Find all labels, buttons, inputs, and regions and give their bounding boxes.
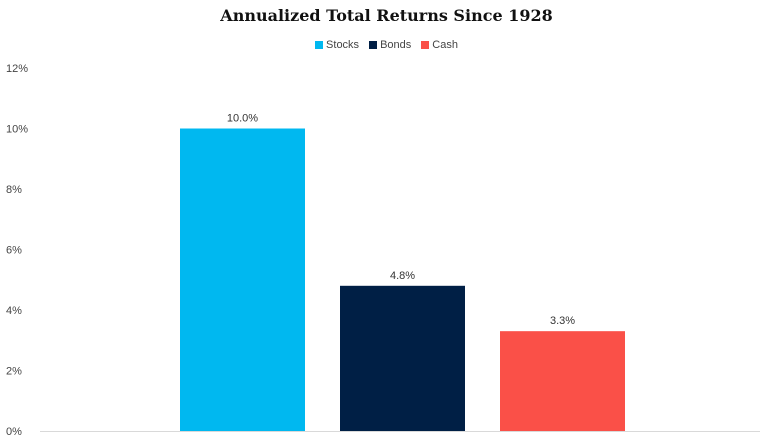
y-tick-label: 12% bbox=[6, 63, 28, 75]
legend-label-bonds: Bonds bbox=[380, 39, 412, 51]
y-tick-label: 4% bbox=[6, 305, 22, 317]
y-axis-tick-labels: 0% 2% 4% 6% 8% 10% 12% bbox=[6, 63, 28, 438]
y-tick-label: 10% bbox=[6, 124, 28, 136]
bar-stocks bbox=[180, 128, 305, 431]
bar-value-labels: 10.0% 4.8% 3.3% bbox=[227, 113, 575, 328]
bar-bonds bbox=[340, 285, 465, 431]
chart-title: Annualized Total Returns Since 1928 bbox=[220, 6, 553, 25]
legend-item-bonds: Bonds bbox=[369, 39, 411, 51]
bar-value-label-cash: 3.3% bbox=[550, 315, 575, 327]
legend-swatch-bonds bbox=[369, 41, 378, 49]
y-tick-label: 2% bbox=[6, 366, 22, 378]
legend-swatch-stocks bbox=[315, 41, 324, 49]
y-tick-label: 8% bbox=[6, 184, 22, 196]
legend-item-cash: Cash bbox=[421, 39, 458, 51]
chart-legend: Stocks Bonds Cash bbox=[0, 39, 773, 51]
legend-label-cash: Cash bbox=[432, 39, 458, 51]
bar-value-label-bonds: 4.8% bbox=[390, 270, 415, 282]
bar-value-label-stocks: 10.0% bbox=[227, 113, 258, 125]
y-tick-label: 6% bbox=[6, 245, 22, 257]
y-tick-label: 0% bbox=[6, 426, 22, 438]
bar-cash bbox=[500, 331, 625, 431]
legend-label-stocks: Stocks bbox=[326, 39, 360, 51]
legend-item-stocks: Stocks bbox=[315, 39, 359, 51]
bars bbox=[180, 128, 625, 431]
legend-swatch-cash bbox=[421, 41, 430, 49]
